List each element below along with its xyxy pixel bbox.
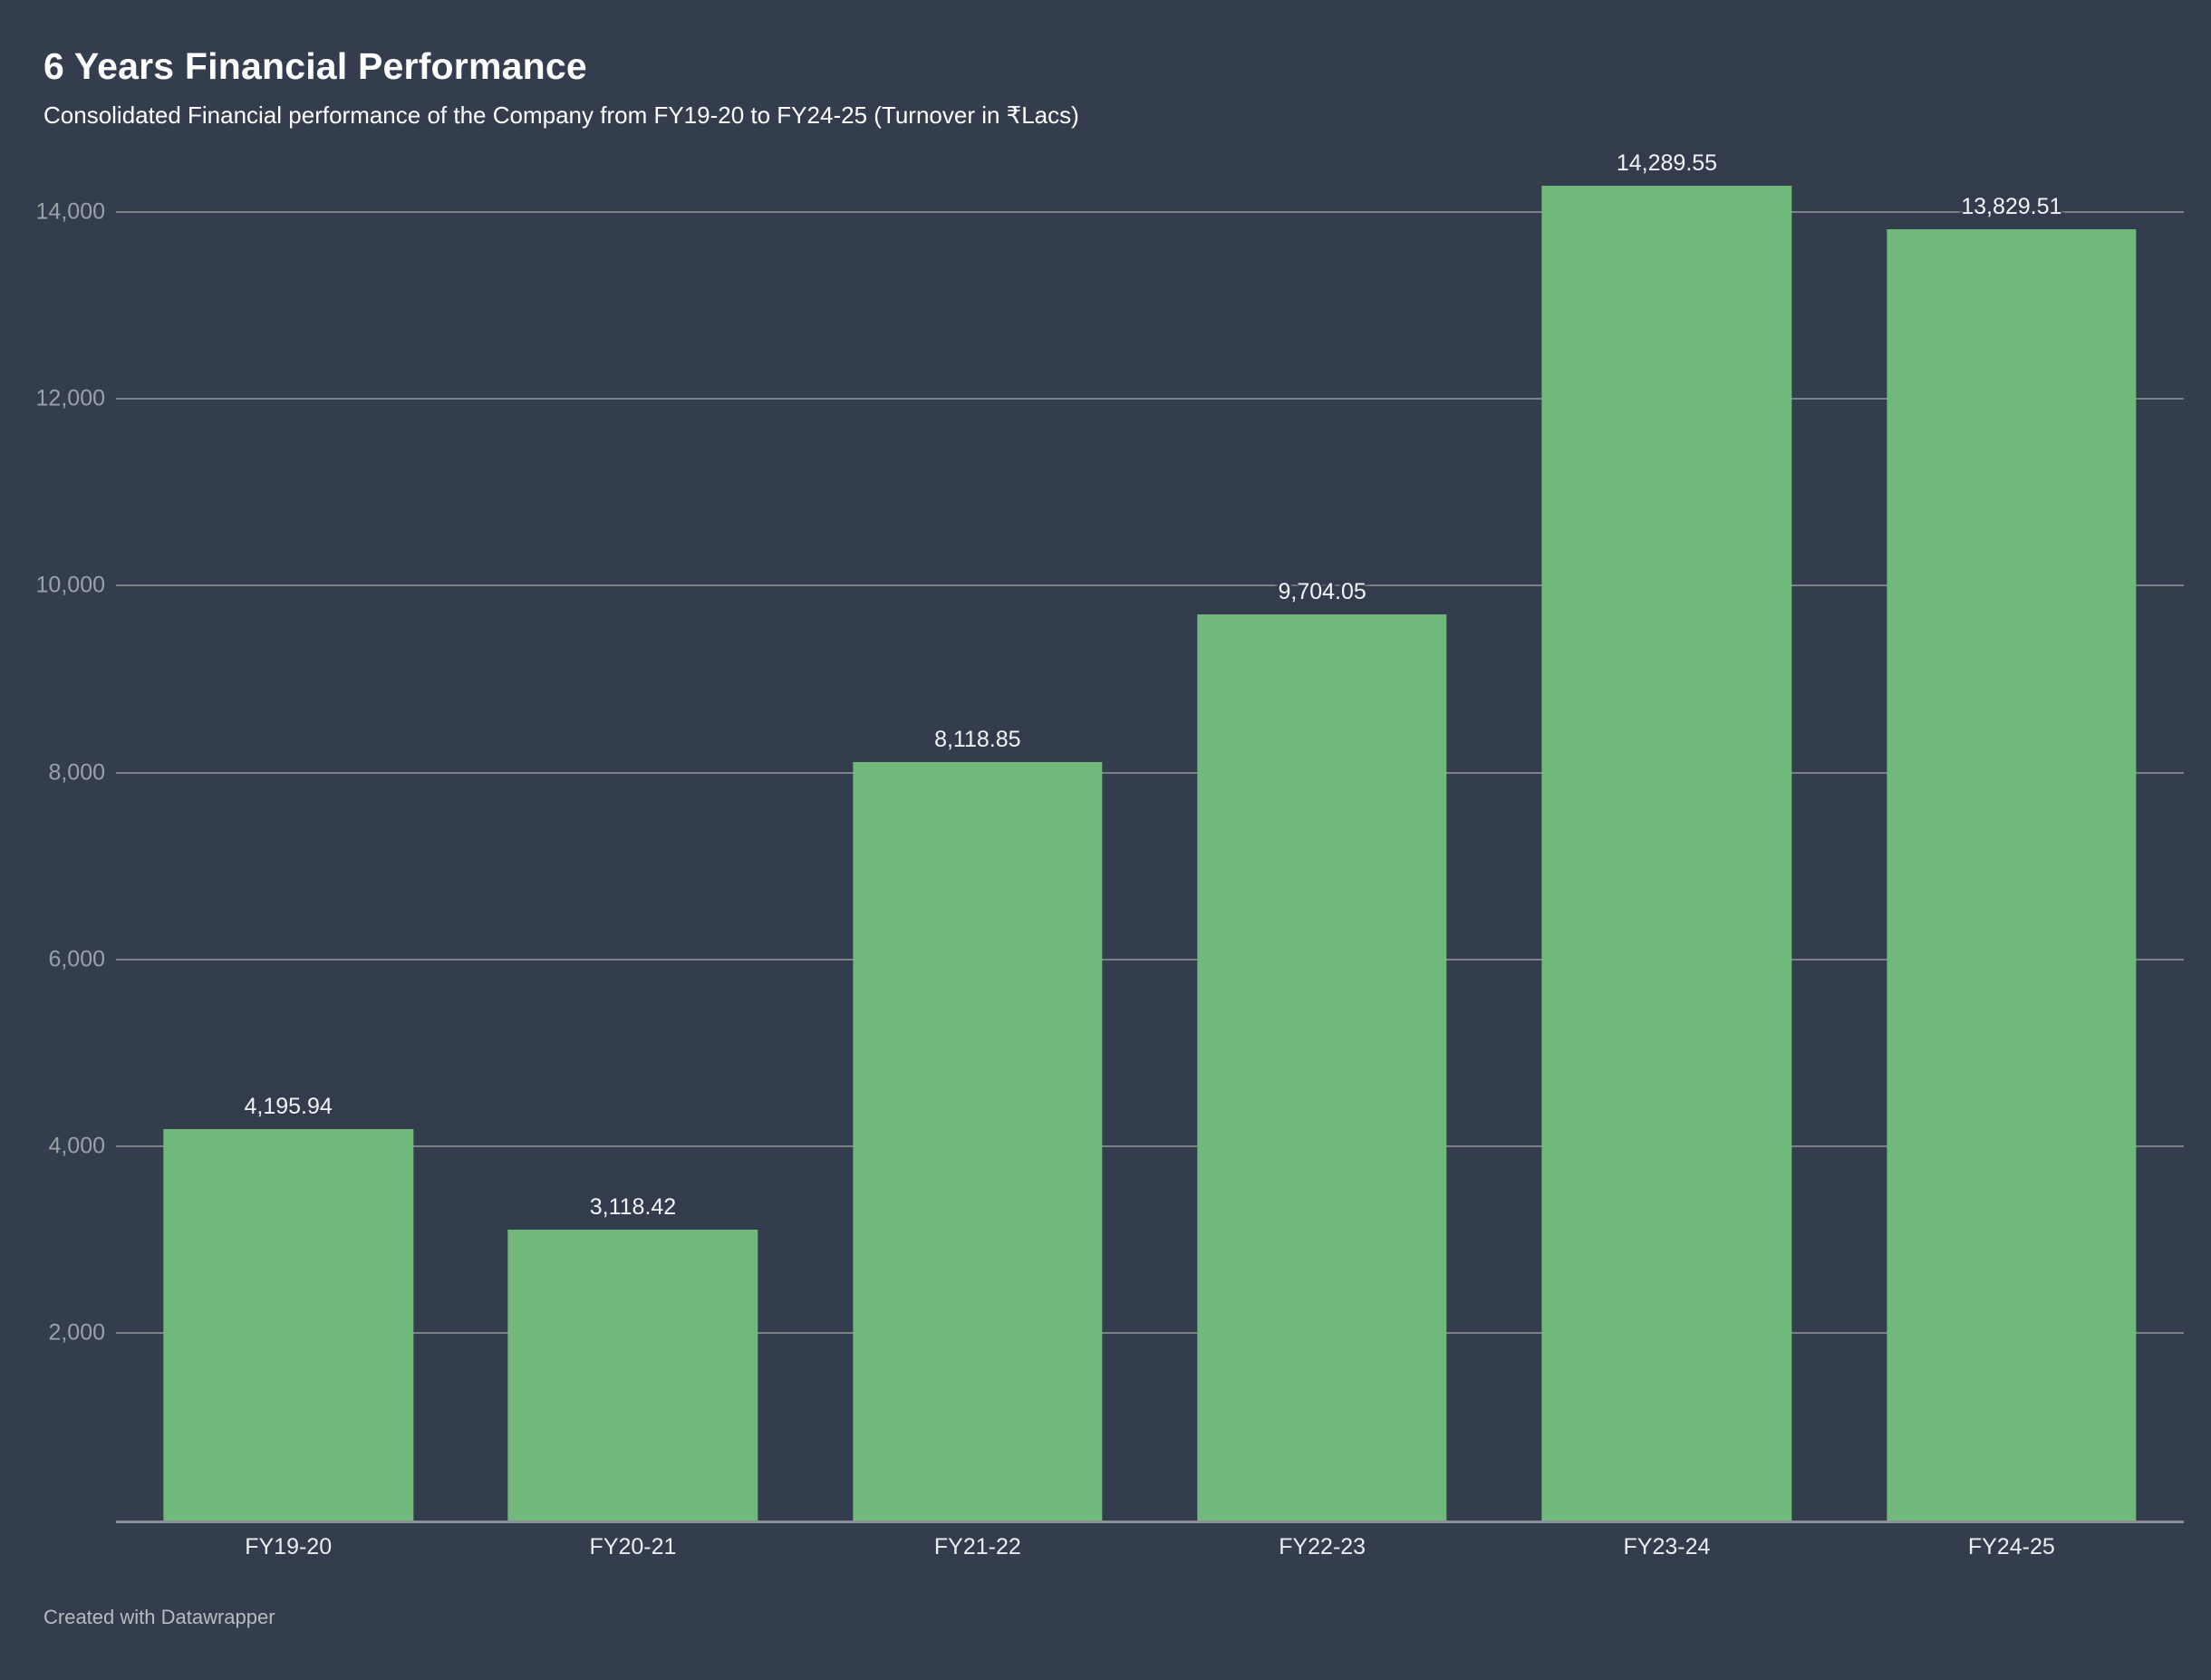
bar-fy21-22: [853, 762, 1103, 1521]
gridline: 2,000: [48, 1319, 2184, 1345]
bar-value-label: 13,829.51: [1961, 193, 2062, 219]
attribution-link[interactable]: Created with Datawrapper: [43, 1606, 275, 1628]
bar-fy20-21: [507, 1229, 758, 1521]
chart-subtitle: Consolidated Financial performance of th…: [43, 101, 1079, 129]
y-tick-label: 8,000: [48, 759, 105, 786]
bar-column: 9,704.05: [1150, 145, 1494, 1521]
x-axis-label: FY23-24: [1623, 1534, 1711, 1559]
bar-value-label: 4,195.94: [244, 1093, 333, 1119]
x-axis-label: FY22-23: [1279, 1534, 1366, 1559]
gridline: 10,000: [36, 573, 2184, 598]
y-tick-label: 10,000: [35, 572, 105, 598]
bar-fy24-25: [1887, 228, 2137, 1521]
bar-column: 8,118.85: [806, 145, 1150, 1521]
gridline: 8,000: [48, 759, 2184, 785]
bar-value-label: 3,118.42: [589, 1193, 677, 1220]
y-tick-label: 6,000: [48, 946, 105, 972]
plot-area: 2,000 4,000 6,000 8,000 10,000 12,000 14,000 4…: [36, 145, 2184, 1523]
y-tick-label: 12,000: [35, 385, 105, 411]
bar-column: 4,195.94: [116, 145, 460, 1521]
y-tick-label: 14,000: [35, 198, 105, 225]
bar-column: 13,829.51: [1839, 145, 2184, 1521]
gridline: 14,000: [36, 199, 2184, 225]
bar-fy23-24: [1541, 186, 1792, 1521]
gridlines-layer: 2,000 4,000 6,000 8,000 10,000 12,000 14,000: [36, 145, 2184, 1521]
bar-fy22-23: [1197, 613, 1447, 1521]
bars-layer: 4,195.94 3,118.42 8,118.85 9,704.05 14,289.5…: [116, 145, 2184, 1521]
y-tick-label: 2,000: [48, 1319, 105, 1346]
y-tick-label: 4,000: [48, 1133, 105, 1159]
gridline: 4,000: [48, 1133, 2184, 1158]
gridline: 12,000: [36, 386, 2184, 411]
x-axis-label: FY19-20: [245, 1534, 333, 1559]
x-axis-line: [116, 1521, 2184, 1523]
x-axis-labels: FY19-20 FY20-21 FY21-22 FY22-23 FY23-24 FY24-…: [116, 1534, 2184, 1560]
bar-fy19-20: [163, 1128, 413, 1521]
bar-value-label: 14,289.55: [1616, 150, 1718, 177]
gridline: 6,000: [48, 946, 2184, 971]
x-axis-label: FY20-21: [589, 1534, 677, 1559]
bar-column: 14,289.55: [1494, 145, 1839, 1521]
bar-value-label: 9,704.05: [1278, 578, 1366, 604]
bar-value-label: 8,118.85: [934, 727, 1021, 753]
bar-column: 3,118.42: [460, 145, 805, 1521]
chart-title: 6 Years Financial Performance: [43, 45, 587, 87]
x-axis-label: FY21-22: [933, 1534, 1021, 1559]
x-axis-label: FY24-25: [1967, 1534, 2055, 1559]
